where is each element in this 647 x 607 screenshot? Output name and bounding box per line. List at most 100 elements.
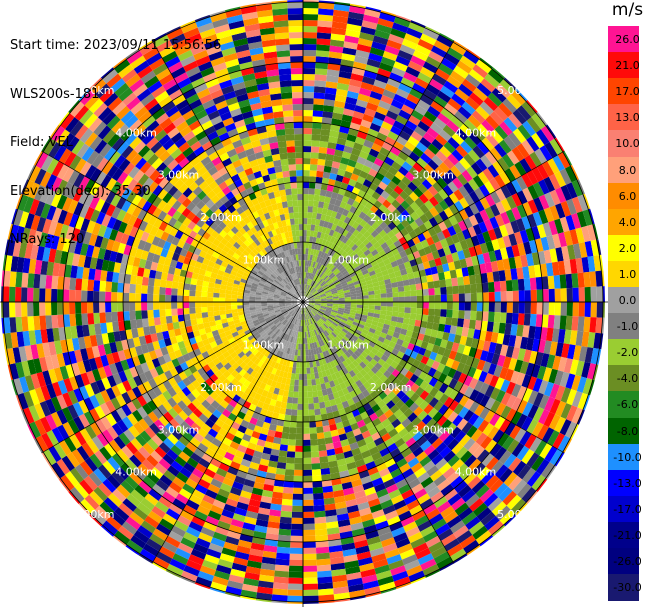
velocity-gate xyxy=(303,0,319,3)
velocity-gate xyxy=(316,558,331,566)
velocity-gate xyxy=(99,302,106,313)
velocity-gate xyxy=(3,286,10,302)
velocity-gate xyxy=(313,268,318,275)
velocity-gate xyxy=(323,165,332,173)
velocity-gate xyxy=(367,96,381,106)
velocity-gate xyxy=(350,293,357,297)
velocity-gate xyxy=(354,256,362,264)
velocity-gate xyxy=(340,330,347,336)
velocity-gate xyxy=(296,415,303,422)
velocity-gate xyxy=(332,294,339,298)
velocity-gate xyxy=(546,354,556,369)
velocity-gate xyxy=(385,238,394,247)
velocity-gate xyxy=(317,207,323,214)
velocity-gate xyxy=(303,409,309,416)
velocity-gate xyxy=(172,321,180,330)
velocity-gate xyxy=(273,576,289,584)
velocity-gate xyxy=(346,197,355,206)
velocity-gate xyxy=(308,297,315,300)
velocity-gate xyxy=(313,249,317,256)
velocity-gate xyxy=(354,136,366,146)
velocity-gate xyxy=(470,283,477,294)
velocity-gate xyxy=(517,243,526,256)
velocity-gate xyxy=(338,297,345,301)
velocity-gate xyxy=(312,116,323,123)
velocity-gate xyxy=(510,268,518,280)
velocity-gate xyxy=(326,307,333,310)
velocity-gate xyxy=(308,298,315,301)
velocity-gate xyxy=(360,184,369,193)
velocity-gate xyxy=(464,454,477,468)
velocity-gate xyxy=(391,161,402,171)
velocity-gate xyxy=(344,102,356,111)
velocity-gate xyxy=(51,314,59,329)
velocity-gate xyxy=(502,436,515,451)
velocity-gate xyxy=(567,244,576,260)
velocity-gate xyxy=(548,368,558,384)
velocity-gate xyxy=(369,122,382,133)
velocity-gate xyxy=(303,397,309,404)
velocity-gate xyxy=(516,190,528,205)
velocity-gate xyxy=(504,368,515,382)
velocity-gate xyxy=(438,393,449,405)
velocity-gate xyxy=(317,311,324,317)
velocity-gate xyxy=(385,263,393,270)
velocity-gate xyxy=(384,319,391,326)
velocity-gate xyxy=(438,323,446,332)
velocity-gate xyxy=(81,290,88,302)
velocity-gate xyxy=(314,299,321,301)
velocity-gate xyxy=(303,86,315,93)
velocity-gate xyxy=(332,186,341,194)
velocity-gate xyxy=(413,325,421,334)
velocity-gate xyxy=(411,177,422,188)
velocity-gate xyxy=(584,347,594,364)
velocity-gate xyxy=(373,344,381,351)
velocity-gate xyxy=(337,206,345,215)
velocity-gate xyxy=(335,143,345,152)
velocity-gate xyxy=(546,327,554,342)
velocity-gate xyxy=(93,291,100,302)
velocity-gate xyxy=(361,145,372,154)
velocity-gate xyxy=(489,147,502,161)
velocity-gate xyxy=(348,314,356,319)
velocity-gate xyxy=(416,302,423,309)
velocity-gate xyxy=(306,272,310,279)
velocity-gate xyxy=(153,302,160,310)
velocity-gate xyxy=(39,288,46,302)
velocity-gate xyxy=(490,260,499,272)
velocity-gate xyxy=(308,303,315,306)
velocity-gate xyxy=(531,364,541,378)
velocity-gate xyxy=(388,341,397,349)
velocity-gate xyxy=(310,152,319,159)
velocity-gate xyxy=(303,493,314,500)
velocity-gate xyxy=(426,358,435,368)
velocity-gate xyxy=(392,302,399,307)
velocity-gate xyxy=(361,245,369,253)
velocity-gate xyxy=(338,307,345,311)
velocity-gate xyxy=(509,164,522,179)
velocity-gate xyxy=(318,0,335,4)
velocity-gate xyxy=(505,246,515,259)
velocity-gate xyxy=(371,213,380,222)
velocity-gate xyxy=(375,271,383,278)
velocity-gate xyxy=(403,98,417,110)
velocity-gate xyxy=(343,344,350,351)
velocity-gate xyxy=(415,339,423,348)
velocity-gate xyxy=(335,212,342,220)
velocity-gate xyxy=(335,246,342,254)
velocity-gate xyxy=(355,269,362,275)
velocity-gate xyxy=(189,290,196,297)
velocity-gate xyxy=(326,319,333,325)
velocity-gate xyxy=(476,311,483,321)
velocity-gate xyxy=(380,342,389,350)
velocity-gate xyxy=(159,316,167,325)
velocity-gate xyxy=(443,157,455,170)
velocity-gate xyxy=(380,94,394,105)
velocity-gate xyxy=(356,259,364,267)
velocity-gate xyxy=(442,365,451,376)
velocity-gate xyxy=(419,380,429,391)
velocity-gate xyxy=(432,273,440,282)
velocity-gate xyxy=(190,278,198,286)
velocity-gate xyxy=(521,216,532,230)
velocity-gate xyxy=(508,132,522,147)
